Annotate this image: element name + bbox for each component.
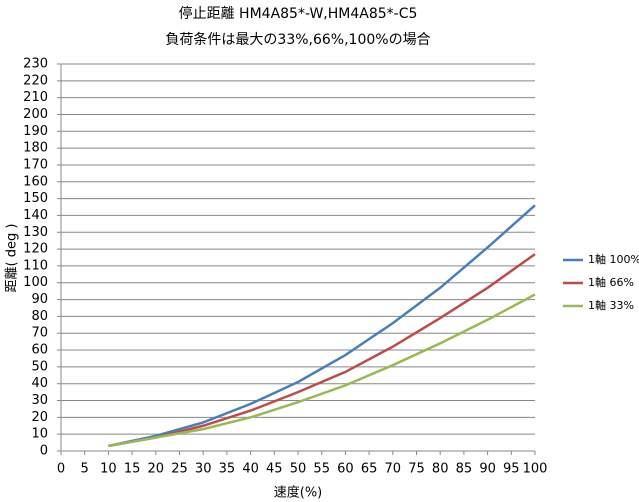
y-tick-label: 200 [23,107,48,122]
x-tick-label: 75 [408,462,425,477]
legend-label: 1軸 100% [588,252,639,266]
y-tick-label: 160 [23,174,48,189]
y-tick-label: 80 [31,309,48,324]
x-tick-label: 50 [290,462,307,477]
y-tick-label: 40 [31,376,48,391]
chart-title: 停止距離 HM4A85*-W,HM4A85*-C5 [179,5,418,22]
y-tick-label: 10 [31,427,48,442]
x-tick-label: 55 [313,462,330,477]
y-tick-label: 20 [31,410,48,425]
y-tick-label: 100 [23,275,48,290]
y-tick-label: 130 [23,225,48,240]
x-tick-label: 80 [432,462,449,477]
x-tick-label: 95 [503,462,520,477]
y-tick-label: 0 [40,444,48,459]
x-tick-label: 10 [100,462,117,477]
x-tick-label: 35 [219,462,236,477]
y-tick-label: 180 [23,141,48,156]
chart-subtitle: 負荷条件は最大の33%,66%,100%の場合 [165,31,430,48]
x-tick-label: 40 [242,462,259,477]
y-tick-label: 90 [31,292,48,307]
y-tick-label: 170 [23,157,48,172]
x-tick-label: 90 [479,462,496,477]
x-tick-label: 60 [337,462,354,477]
y-tick-label: 60 [31,343,48,358]
x-tick-label: 65 [361,462,378,477]
x-tick-label: 20 [148,462,165,477]
y-tick-label: 140 [23,208,48,223]
x-tick-label: 30 [195,462,212,477]
x-tick-label: 15 [124,462,141,477]
y-tick-label: 220 [23,73,48,88]
y-tick-label: 30 [31,393,48,408]
data-line [108,293,536,448]
data-line [108,253,536,448]
x-tick-label: 45 [266,462,283,477]
x-tick-label: 5 [81,462,89,477]
y-tick-label: 150 [23,191,48,206]
x-tick-label: 100 [523,462,548,477]
y-tick-label: 50 [31,359,48,374]
y-tick-label: 70 [31,326,48,341]
x-axis-label: 速度(%) [274,485,323,501]
x-tick-label: 25 [171,462,188,477]
x-tick-label: 85 [456,462,473,477]
y-tick-label: 230 [23,57,48,72]
y-axis-label: 距離( deg ) [5,224,20,293]
legend-label: 1軸 66% [588,275,634,289]
data-line [108,204,536,448]
x-tick-label: 0 [57,462,65,477]
legend-label: 1軸 33% [588,298,634,312]
y-tick-label: 190 [23,124,48,139]
y-tick-label: 120 [23,242,48,257]
y-tick-label: 210 [23,90,48,105]
y-tick-label: 110 [23,258,48,273]
x-tick-label: 70 [385,462,402,477]
